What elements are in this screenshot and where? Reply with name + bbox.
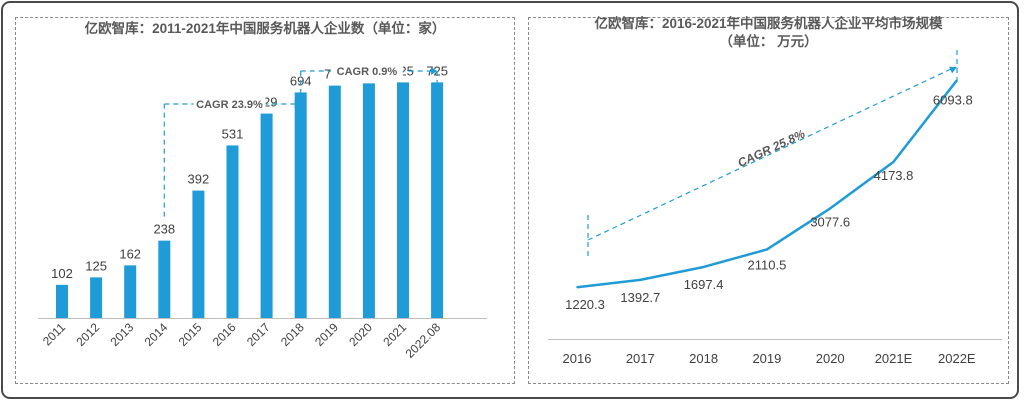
bar-x-tick-label: 2021: [380, 320, 409, 349]
line-x-tick-label: 2022E: [938, 351, 976, 366]
bar-chart-title: 亿欧智库：2011-2021年中国服务机器人企业数（单位：家）: [84, 21, 446, 36]
line-point-2018: [702, 266, 705, 268]
cagr-label: CAGR 25.8%: [735, 126, 807, 170]
bar-2012: [90, 277, 103, 318]
bar-x-tick-label: 2019: [312, 320, 341, 349]
bar-2011: [56, 284, 68, 318]
line-x-tick-label: 2016: [563, 351, 592, 366]
bar-2021: [397, 82, 409, 318]
line-x-tick-label: 2019: [752, 351, 781, 366]
left-chart-panel: [15, 17, 515, 384]
cagr-label: CAGR 0.9%: [337, 66, 398, 78]
cagr-arrowhead: [949, 66, 957, 74]
bar-x-tick-label: 2022.08: [403, 320, 444, 361]
line-point-2017: [639, 279, 642, 281]
cagr-label: CAGR 23.9%: [196, 99, 263, 111]
bar-x-tick-label: 2016: [210, 320, 239, 349]
bar-2014: [158, 240, 171, 318]
cagr-label-bg: [193, 96, 266, 112]
bar-value-label: 392: [188, 172, 210, 187]
line-point-2019: [766, 248, 768, 251]
line-point-2021E: [892, 161, 895, 163]
line-value-label: 2110.5: [748, 257, 787, 272]
line-x-tick-label: 2021E: [875, 351, 913, 366]
cagr-arrowhead: [431, 67, 438, 75]
bar-x-tick-label: 2020: [346, 320, 375, 349]
bar-value-label: 238: [153, 222, 175, 237]
bar-x-tick-label: 2015: [176, 320, 205, 349]
line-chart-title: 亿欧智库：2016-2021年中国服务机器人企业平均市场规模: [594, 16, 943, 31]
bar-x-tick-label: 2012: [73, 320, 102, 349]
cagr-label-bg: [330, 63, 403, 79]
bar-2022.08: [431, 82, 444, 318]
bar-x-tick-label: 2013: [108, 320, 137, 349]
line-x-tick-label: 2020: [816, 351, 845, 366]
bar-value-label: 125: [85, 258, 107, 273]
line-value-label: 1697.4: [684, 277, 724, 292]
bar-x-tick-label: 2014: [142, 320, 171, 349]
bar-2015: [192, 190, 205, 318]
bar-2019: [328, 85, 341, 318]
bar-2016: [226, 145, 239, 318]
bar-chart: 102 2011 125 2012 162 2013 238 2014 392 2015 531 20…: [38, 63, 487, 361]
line-value-label: 1220.3: [565, 297, 605, 312]
bar-2017: [260, 113, 273, 318]
bar-x-tick-label: 2011: [40, 320, 68, 348]
line-x-tick-label: 2017: [626, 351, 655, 366]
bar-2013: [124, 265, 137, 318]
line-point-2016: [576, 286, 578, 289]
line-series: [576, 79, 958, 289]
line-value-label: 6093.8: [933, 92, 973, 107]
bar-x-tick-label: 2018: [278, 320, 307, 349]
outer-frame: [1, 1, 1019, 399]
cagr-arrowhead: [294, 100, 301, 108]
bar-value-label: 162: [119, 246, 141, 261]
line-x-tick-label: 2018: [689, 351, 718, 366]
bar-value-label: 102: [51, 266, 73, 281]
bar-x-tick-label: 2017: [244, 320, 273, 349]
right-chart-panel: [528, 17, 1009, 384]
bar-value-label: 725: [426, 63, 448, 78]
line-value-label: 1392.7: [620, 290, 660, 305]
line-value-label: 3077.6: [810, 214, 850, 229]
cagr-line-diagonal: [587, 68, 952, 241]
bar-2020: [362, 83, 375, 318]
line-chart: 1220.3 2016 1392.7 2017 1697.4 2018 2110.5 2019…: [548, 50, 1002, 366]
line-chart-subtitle: （单位： 万元）: [719, 34, 818, 49]
bar-2018: [294, 92, 307, 318]
line-point-2020: [829, 207, 831, 210]
line-value-label: 4173.8: [874, 168, 914, 183]
bar-value-label: 531: [222, 126, 244, 141]
